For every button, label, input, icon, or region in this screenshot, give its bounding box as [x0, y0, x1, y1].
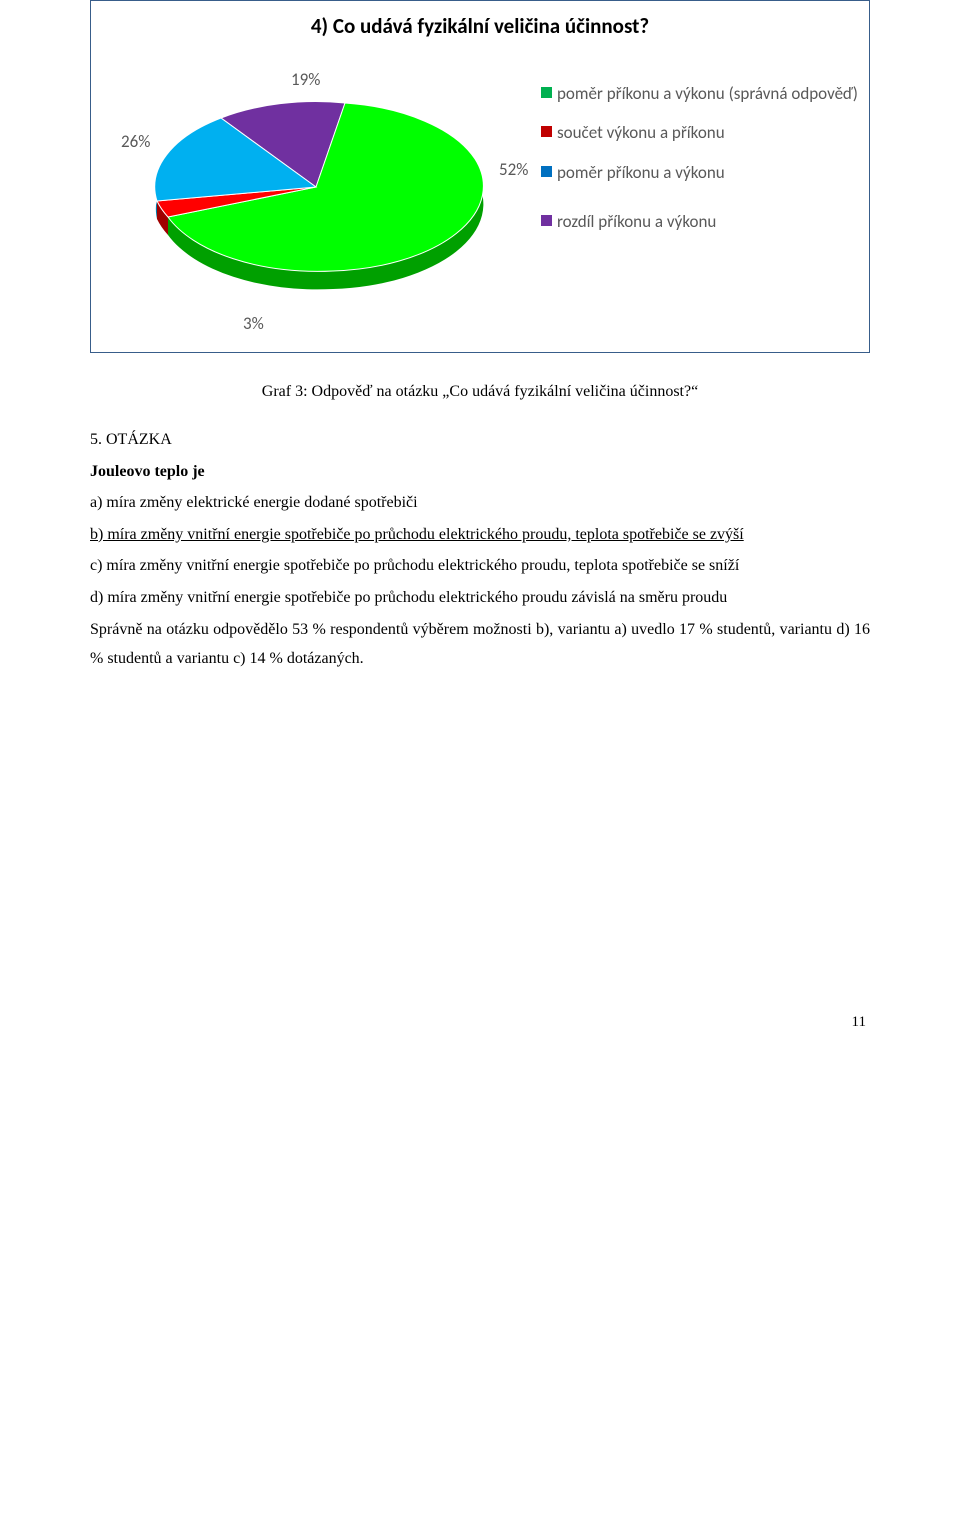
question-number: 5. OTÁZKA [90, 425, 870, 455]
page-number: 11 [90, 1014, 870, 1031]
pct-label-52: 52% [499, 159, 528, 180]
legend-swatch [541, 166, 552, 177]
legend-item: rozdíl příkonu a výkonu [541, 211, 858, 232]
legend-label: rozdíl příkonu a výkonu [557, 211, 716, 232]
option-d: d) míra změny vnitřní energie spotřebiče… [90, 583, 870, 613]
option-c: c) míra změny vnitřní energie spotřebiče… [90, 551, 870, 581]
chart-body: 19% 26% 52% poměr příkonu a výkonu (sprá… [101, 57, 859, 317]
option-b: b) míra změny vnitřní energie spotřebiče… [90, 520, 870, 550]
legend-label: poměr příkonu a výkonu [557, 162, 725, 183]
pct-label-19: 19% [291, 69, 320, 90]
answer-summary: Správně na otázku odpovědělo 53 % respon… [90, 615, 870, 674]
legend-label: poměr příkonu a výkonu (správná odpověď) [557, 83, 858, 104]
question-prompt: Jouleovo teplo je [90, 457, 870, 487]
pie-chart: 19% 26% 52% [101, 57, 531, 317]
legend-swatch [541, 87, 552, 98]
chart-caption: Graf 3: Odpověď na otázku „Co udává fyzi… [90, 383, 870, 401]
legend-swatch [541, 215, 552, 226]
legend-item: poměr příkonu a výkonu (správná odpověď) [541, 83, 858, 104]
chart-container: 4) Co udává fyzikální veličina účinnost? [90, 0, 870, 353]
legend-item: součet výkonu a příkonu [541, 122, 858, 143]
chart-title: 4) Co udává fyzikální veličina účinnost? [101, 13, 859, 39]
pct-label-26: 26% [121, 131, 150, 152]
option-a: a) míra změny elektrické energie dodané … [90, 488, 870, 518]
legend-item: poměr příkonu a výkonu [541, 162, 858, 183]
legend-swatch [541, 126, 552, 137]
chart-legend: poměr příkonu a výkonu (správná odpověď)… [541, 71, 858, 250]
question-block: 5. OTÁZKA Jouleovo teplo je a) míra změn… [90, 425, 870, 674]
legend-label: součet výkonu a příkonu [557, 122, 725, 143]
